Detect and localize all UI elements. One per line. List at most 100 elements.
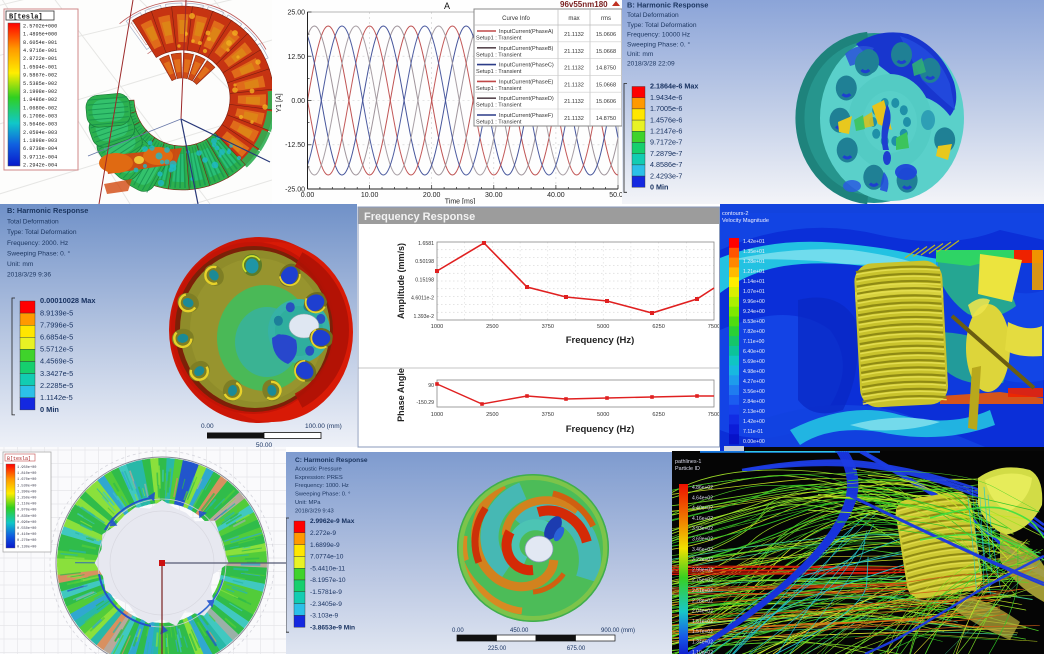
svg-text:14.8750: 14.8750 [596, 66, 616, 72]
svg-text:2.13e+00: 2.13e+00 [743, 409, 765, 415]
svg-text:Frequency: 2000. Hz: Frequency: 2000. Hz [7, 240, 68, 247]
svg-text:15.0606: 15.0606 [596, 32, 616, 38]
svg-text:5.5712e-5: 5.5712e-5 [40, 345, 73, 354]
svg-text:InputCurrent(PhaseD): InputCurrent(PhaseD) [499, 96, 554, 102]
svg-text:Setup1 : Transient: Setup1 : Transient [476, 52, 522, 58]
svg-text:B: Harmonic Response: B: Harmonic Response [627, 1, 708, 10]
svg-text:-3.103e-9: -3.103e-9 [310, 613, 339, 620]
svg-text:Unit: mm: Unit: mm [7, 261, 34, 268]
svg-text:Sweeping Phase: 0. °: Sweeping Phase: 0. ° [627, 40, 690, 48]
svg-text:-12.50: -12.50 [285, 142, 305, 149]
svg-text:1.35e+01: 1.35e+01 [743, 249, 765, 255]
svg-text:7500: 7500 [708, 412, 720, 418]
svg-text:3.9711e-004: 3.9711e-004 [23, 154, 57, 160]
svg-text:Frequency (Hz): Frequency (Hz) [566, 424, 635, 435]
svg-text:Setup1 : Transient: Setup1 : Transient [476, 86, 522, 92]
svg-text:Total Deformation: Total Deformation [7, 219, 59, 226]
svg-text:3750: 3750 [542, 324, 554, 330]
svg-text:2018/3/28 22:09: 2018/3/28 22:09 [627, 61, 675, 68]
svg-text:Frequency: 10000 Hz: Frequency: 10000 Hz [627, 32, 690, 39]
svg-text:5000: 5000 [597, 324, 609, 330]
svg-text:5.5385e-002: 5.5385e-002 [23, 81, 57, 87]
svg-text:Type: Total Deformation: Type: Total Deformation [627, 22, 697, 29]
svg-text:1000: 1000 [431, 412, 443, 418]
svg-text:3.22e+02: 3.22e+02 [692, 557, 713, 563]
svg-text:3.46e+02: 3.46e+02 [692, 547, 713, 553]
svg-text:2.51e+02: 2.51e+02 [692, 588, 713, 594]
svg-text:7.0774e-10: 7.0774e-10 [310, 554, 344, 561]
svg-text:9.5867e-002: 9.5867e-002 [23, 73, 57, 79]
svg-text:Expression: PRES: Expression: PRES [295, 475, 343, 481]
svg-text:Particle ID: Particle ID [675, 466, 700, 472]
svg-text:InputCurrent(PhaseA): InputCurrent(PhaseA) [499, 29, 554, 35]
svg-text:6.1708e-003: 6.1708e-003 [23, 114, 57, 120]
svg-text:InputCurrent(PhaseE): InputCurrent(PhaseE) [499, 79, 554, 85]
svg-text:21.1132: 21.1132 [564, 66, 584, 72]
svg-text:4.40e+02: 4.40e+02 [692, 506, 713, 512]
svg-text:InputCurrent(PhaseF): InputCurrent(PhaseF) [499, 113, 553, 119]
svg-text:-8.1957e-10: -8.1957e-10 [310, 577, 346, 584]
svg-text:1.950e+00: 1.950e+00 [17, 466, 36, 470]
svg-text:4.16e+02: 4.16e+02 [692, 516, 713, 522]
svg-text:1.21e+01: 1.21e+01 [743, 269, 765, 275]
svg-text:Sweeping Phase: 0. °: Sweeping Phase: 0. ° [295, 492, 351, 498]
svg-text:-150.29: -150.29 [416, 400, 434, 406]
svg-text:Type: Total Deformation: Type: Total Deformation [7, 229, 77, 236]
svg-text:1.10e+02: 1.10e+02 [692, 650, 713, 654]
svg-text:21.1132: 21.1132 [564, 32, 584, 38]
svg-text:450.00: 450.00 [510, 628, 529, 634]
svg-text:0.550e+00: 0.550e+00 [17, 527, 36, 531]
svg-text:A: A [444, 1, 450, 11]
svg-text:40.00: 40.00 [547, 192, 565, 199]
svg-text:6250: 6250 [652, 324, 664, 330]
svg-text:1.57e+02: 1.57e+02 [692, 629, 713, 635]
svg-text:3.1998e-002: 3.1998e-002 [23, 89, 57, 95]
svg-text:2.2942e-004: 2.2942e-004 [23, 163, 57, 169]
svg-text:2.9962e-9 Max: 2.9962e-9 Max [310, 518, 355, 525]
svg-text:Total Deformation: Total Deformation [627, 12, 679, 19]
svg-text:4.8586e-7: 4.8586e-7 [650, 160, 682, 169]
svg-text:50.00: 50.00 [256, 442, 273, 449]
svg-text:-2.3405e-9: -2.3405e-9 [310, 601, 342, 608]
svg-text:14.8750: 14.8750 [596, 116, 616, 122]
svg-text:-1.5781e-9: -1.5781e-9 [310, 589, 342, 596]
svg-text:12.50: 12.50 [287, 54, 305, 61]
svg-text:2.5702e+000: 2.5702e+000 [23, 24, 57, 30]
svg-text:0.270e+00: 0.270e+00 [17, 539, 36, 543]
svg-text:2500: 2500 [486, 412, 498, 418]
svg-text:7.11e+00: 7.11e+00 [743, 339, 765, 345]
svg-text:10.00: 10.00 [361, 192, 379, 199]
svg-text:1.670e+00: 1.670e+00 [17, 478, 36, 482]
svg-text:15.0606: 15.0606 [596, 99, 616, 105]
svg-text:2500: 2500 [486, 324, 498, 330]
svg-text:3.3427e-5: 3.3427e-5 [40, 369, 73, 378]
svg-text:7.11e-01: 7.11e-01 [743, 429, 763, 435]
svg-text:0.830e+00: 0.830e+00 [17, 515, 36, 519]
svg-text:Sweeping Phase: 0. °: Sweeping Phase: 0. ° [7, 249, 70, 257]
svg-text:21.1132: 21.1132 [564, 116, 584, 122]
svg-text:Curve Info: Curve Info [502, 16, 530, 22]
svg-text:0.00e+00: 0.00e+00 [743, 439, 765, 445]
svg-text:3.93e+02: 3.93e+02 [692, 526, 713, 532]
svg-text:InputCurrent(PhaseC): InputCurrent(PhaseC) [499, 63, 554, 69]
svg-text:1.6594e-001: 1.6594e-001 [23, 64, 57, 70]
svg-text:1.28e+01: 1.28e+01 [743, 259, 765, 265]
svg-text:-25.00: -25.00 [285, 187, 305, 194]
svg-text:C: Harmonic Response: C: Harmonic Response [295, 457, 368, 464]
svg-text:5000: 5000 [597, 412, 609, 418]
svg-text:8.6054e-001: 8.6054e-001 [23, 40, 57, 46]
svg-text:100.00 (mm): 100.00 (mm) [305, 423, 342, 430]
svg-text:15.0668: 15.0668 [596, 49, 616, 55]
svg-text:6250: 6250 [652, 412, 664, 418]
svg-text:-3.8653e-9 Min: -3.8653e-9 Min [310, 624, 355, 631]
svg-text:contours-2: contours-2 [722, 211, 748, 217]
svg-text:0.00: 0.00 [201, 423, 214, 430]
svg-text:1.9434e-6: 1.9434e-6 [650, 93, 682, 102]
svg-text:Unit: MPa: Unit: MPa [295, 500, 321, 506]
svg-text:2.99e+02: 2.99e+02 [692, 567, 713, 573]
svg-text:675.00: 675.00 [567, 646, 586, 652]
svg-text:3.5646e-003: 3.5646e-003 [23, 122, 57, 128]
svg-text:0 Min: 0 Min [650, 183, 668, 192]
svg-text:8.53e+00: 8.53e+00 [743, 319, 765, 325]
svg-text:900.00 (mm): 900.00 (mm) [601, 628, 635, 634]
